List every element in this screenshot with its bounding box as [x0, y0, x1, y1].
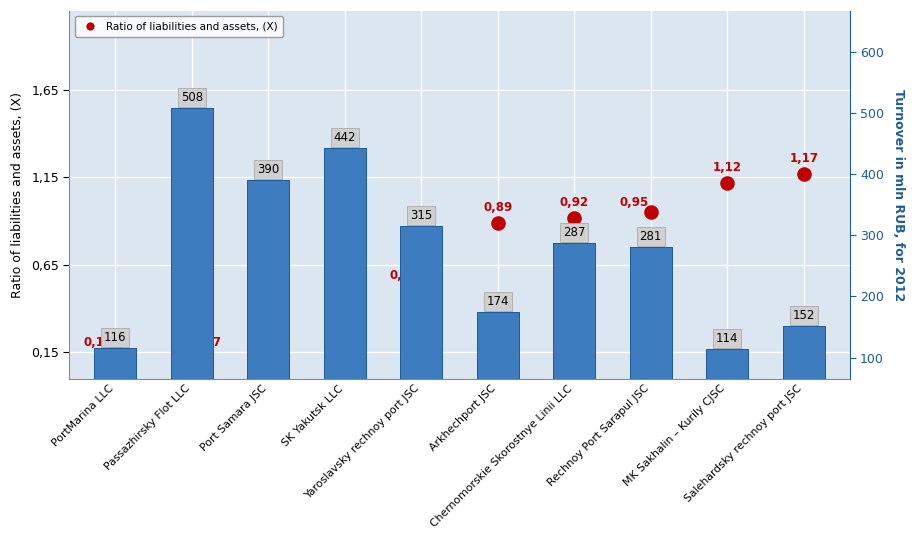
Bar: [476, 313, 518, 419]
Bar: [706, 349, 748, 419]
Text: 0,46: 0,46: [330, 276, 359, 289]
Text: 174: 174: [486, 295, 509, 308]
Bar: [170, 108, 213, 419]
Bar: [553, 243, 595, 419]
Text: 116: 116: [104, 331, 126, 344]
Bar: [629, 247, 671, 419]
Text: 114: 114: [716, 332, 738, 345]
Bar: [400, 226, 442, 419]
Point: [720, 178, 735, 187]
Text: 152: 152: [792, 309, 815, 322]
Text: 1,17: 1,17: [790, 152, 818, 165]
Text: 0,17: 0,17: [84, 336, 113, 349]
Point: [490, 219, 505, 227]
Legend: Ratio of liabilities and assets, (X): Ratio of liabilities and assets, (X): [74, 16, 283, 37]
Text: 508: 508: [180, 91, 202, 104]
Text: 442: 442: [333, 131, 356, 144]
Text: 0,95: 0,95: [619, 196, 649, 209]
Point: [337, 294, 352, 302]
Bar: [94, 348, 136, 419]
Text: 0,92: 0,92: [560, 196, 589, 209]
Text: 315: 315: [410, 209, 432, 222]
Text: 1,12: 1,12: [713, 161, 742, 174]
Text: 0,53: 0,53: [390, 269, 419, 282]
Point: [184, 345, 199, 353]
Bar: [782, 326, 824, 419]
Text: 0,89: 0,89: [483, 201, 512, 214]
Text: 0,17: 0,17: [192, 336, 222, 349]
Y-axis label: Turnover in mln RUB, for 2012: Turnover in mln RUB, for 2012: [892, 89, 905, 301]
Bar: [323, 148, 365, 419]
Y-axis label: Ratio of liabilities and assets, (X): Ratio of liabilities and assets, (X): [11, 92, 24, 298]
Point: [108, 345, 123, 353]
Point: [567, 213, 582, 222]
Point: [261, 320, 276, 329]
Text: 390: 390: [257, 163, 279, 176]
Text: 0,31: 0,31: [254, 302, 283, 315]
Point: [796, 170, 811, 178]
Text: 287: 287: [563, 226, 585, 239]
Bar: [247, 180, 289, 419]
Point: [414, 281, 429, 290]
Point: [643, 208, 658, 217]
Text: 281: 281: [639, 230, 662, 242]
